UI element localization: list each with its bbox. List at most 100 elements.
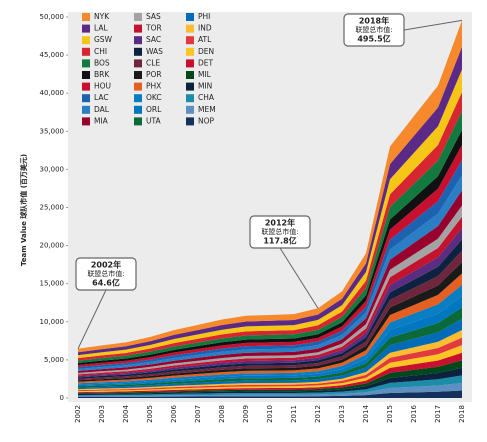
legend-label: BOS	[94, 58, 110, 67]
area	[78, 307, 462, 388]
y-axis-label: Team Value 球队市值 (百万美元)	[19, 154, 28, 266]
area	[78, 352, 462, 394]
y-tick-label: 5,000	[44, 356, 64, 364]
y-tick-label: 25,000	[40, 204, 65, 212]
legend-label: PHX	[146, 82, 161, 91]
legend-label: UTA	[146, 116, 161, 125]
annotation-label: 联盟总市值:	[355, 25, 392, 34]
legend-swatch	[82, 13, 90, 21]
legend-label: HOU	[94, 82, 111, 91]
annotation-value: 64.6亿	[92, 278, 120, 288]
legend-label: ORL	[146, 105, 162, 114]
x-tick-label: 2006	[170, 405, 178, 423]
x-tick-label: 2012	[314, 405, 322, 423]
area	[78, 390, 462, 398]
y-tick-label: 20,000	[40, 242, 65, 250]
legend-swatch	[134, 36, 142, 45]
annotation-line	[77, 289, 107, 349]
annotation-box	[75, 257, 137, 291]
legend-label: IND	[198, 24, 212, 33]
annotation-box	[343, 13, 405, 47]
x-tick-label: 2003	[98, 405, 106, 423]
annotation-label: 联盟总市值:	[87, 269, 124, 278]
y-tick-label: 35,000	[40, 127, 65, 135]
annotation-value: 117.8亿	[263, 236, 296, 246]
legend-swatch	[82, 59, 90, 68]
legend-label: NOP	[198, 116, 215, 125]
legend-swatch	[186, 59, 194, 68]
area	[78, 273, 462, 384]
x-tick-label: 2016	[410, 405, 418, 423]
x-tick-label: 2004	[122, 405, 130, 423]
legend-label: NYK	[94, 12, 110, 21]
legend-label: MIL	[198, 70, 212, 79]
x-tick-label: 2018	[458, 405, 466, 423]
legend-label: OKC	[146, 93, 162, 102]
legend-swatch	[82, 71, 90, 79]
x-tick-label: 2005	[146, 405, 154, 423]
legend-label: ATL	[198, 35, 212, 44]
legend-swatch	[134, 24, 142, 33]
annotation-title: 2018年	[359, 16, 389, 26]
legend-label: BRK	[94, 70, 110, 79]
legend-label: SAC	[146, 35, 161, 44]
area	[78, 284, 462, 385]
legend-swatch	[134, 13, 142, 21]
legend-swatch	[186, 24, 194, 33]
legend-swatch	[186, 117, 194, 126]
y-tick-label: 45,000	[40, 51, 65, 59]
x-tick-label: 2014	[362, 405, 370, 423]
area	[78, 296, 462, 387]
legend-swatch	[82, 24, 90, 33]
legend-swatch	[82, 94, 90, 103]
area	[78, 375, 462, 397]
legend-swatch	[82, 117, 90, 126]
legend-swatch	[186, 94, 194, 103]
legend-label: DET	[198, 58, 214, 67]
legend-swatch	[186, 82, 194, 91]
legend-swatch	[186, 13, 194, 21]
x-tick-label: 2013	[338, 405, 346, 423]
y-tick-label: 50,000	[40, 13, 65, 21]
legend-label: POR	[146, 70, 162, 79]
legend-label: MEM	[198, 105, 216, 114]
y-tick-label: 10,000	[40, 318, 65, 326]
legend-swatch	[134, 117, 142, 126]
legend-swatch	[82, 36, 90, 45]
x-tick-label: 2017	[434, 405, 442, 423]
annotation-line	[279, 247, 319, 309]
legend-swatch	[186, 71, 194, 79]
legend-label: TOR	[145, 24, 162, 33]
annotation-line	[403, 19, 463, 31]
x-tick-label: 2015	[386, 405, 394, 423]
legend-label: WAS	[146, 47, 163, 56]
legend-label: SAS	[146, 12, 161, 21]
legend-swatch	[134, 94, 142, 103]
annotation-title: 2002年	[91, 260, 121, 270]
x-tick-label: 2007	[194, 405, 202, 423]
legend-label: DEN	[198, 47, 214, 56]
legend-label: GSW	[94, 35, 113, 44]
x-tick-label: 2008	[218, 405, 226, 423]
area	[78, 367, 462, 396]
legend-swatch	[82, 105, 90, 114]
area	[78, 345, 462, 393]
x-tick-label: 2002	[74, 405, 82, 423]
legend-label: LAC	[94, 93, 109, 102]
annotation-value: 495.5亿	[357, 34, 390, 44]
y-tick-label: 30,000	[40, 165, 65, 173]
legend-swatch	[134, 105, 142, 114]
y-tick-label: 40,000	[40, 89, 65, 97]
area	[78, 330, 462, 391]
area	[78, 382, 462, 398]
legend-swatch	[186, 105, 194, 114]
legend-swatch	[82, 47, 90, 56]
legend-swatch	[134, 71, 142, 79]
y-tick-label: 0	[60, 394, 64, 402]
legend-swatch	[134, 59, 142, 68]
x-tick-label: 2010	[266, 405, 274, 423]
legend-label: CLE	[146, 58, 160, 67]
legend-swatch	[186, 47, 194, 56]
legend-swatch	[134, 82, 142, 91]
